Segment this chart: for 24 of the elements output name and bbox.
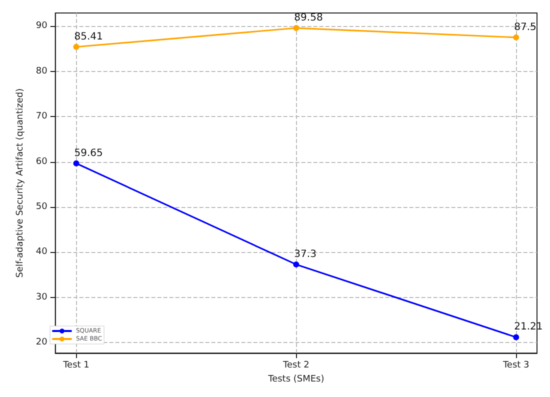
data-label: 37.3 <box>294 248 316 260</box>
y-tick-label: 90 <box>36 21 48 32</box>
y-tick-label: 20 <box>36 338 48 348</box>
data-label: 89.58 <box>294 12 323 24</box>
point <box>293 261 300 268</box>
x-tick-label: Test 2 <box>282 360 310 371</box>
y-tick-label: 60 <box>36 156 48 167</box>
point <box>513 334 520 340</box>
data-label: 59.65 <box>74 148 103 159</box>
y-tick-label: 40 <box>36 247 48 258</box>
y-tick-label: 30 <box>36 292 48 302</box>
point <box>73 44 80 50</box>
data-label: 87.5 <box>514 22 536 33</box>
point <box>293 25 300 32</box>
y-tick-label: 50 <box>36 202 48 212</box>
point <box>513 34 520 40</box>
x-tick-label: Test 3 <box>502 360 530 371</box>
y-tick-label: 70 <box>36 112 48 122</box>
data-label: 85.41 <box>74 31 103 42</box>
point <box>73 160 80 166</box>
x-axis-title: Tests (SMEs) <box>267 374 324 384</box>
y-tick-label: 80 <box>36 66 48 76</box>
x-tick-label: Test 1 <box>62 360 90 371</box>
y-axis-title: Self-adaptive Security Artifact (quantized) <box>16 88 26 278</box>
